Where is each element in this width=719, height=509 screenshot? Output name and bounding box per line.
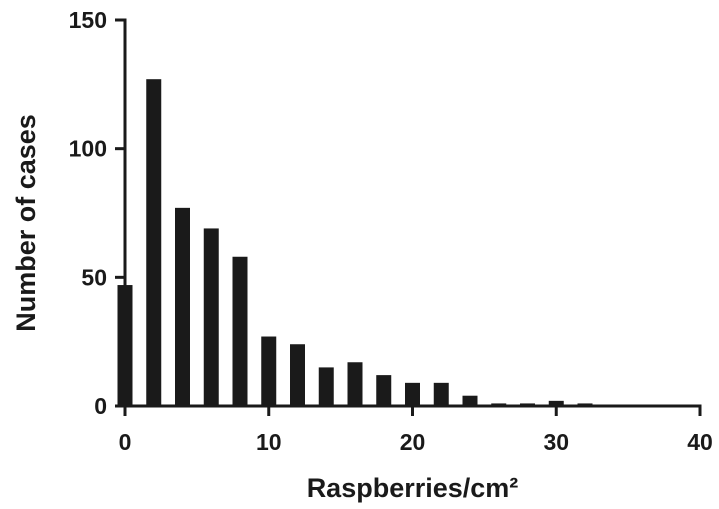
x-tick-label: 20 bbox=[400, 429, 426, 455]
bar bbox=[376, 375, 392, 406]
bars-group bbox=[117, 79, 593, 406]
ticks-group: 0 10 20 30 40 0 50 100 150 bbox=[69, 7, 713, 455]
x-tick-label: 0 bbox=[119, 429, 132, 455]
bar bbox=[462, 395, 478, 406]
bar bbox=[203, 228, 219, 406]
x-tick-label: 10 bbox=[256, 429, 282, 455]
y-tick-label: 150 bbox=[69, 7, 107, 33]
bar bbox=[347, 362, 363, 406]
bar bbox=[548, 400, 564, 406]
bar bbox=[261, 336, 277, 406]
bar bbox=[290, 344, 305, 406]
y-tick-label: 0 bbox=[94, 393, 107, 419]
bar bbox=[146, 79, 162, 406]
x-tick-label: 40 bbox=[687, 429, 713, 455]
bar bbox=[433, 382, 449, 406]
bar bbox=[405, 382, 420, 406]
y-tick-label: 100 bbox=[69, 136, 107, 162]
y-axis-title: Number of cases bbox=[11, 114, 41, 332]
bar bbox=[232, 256, 248, 406]
y-tick-label: 50 bbox=[81, 264, 107, 290]
bar bbox=[175, 207, 190, 406]
x-axis-title: Raspberries/cm² bbox=[307, 473, 519, 503]
bar bbox=[318, 367, 334, 406]
x-tick-label: 30 bbox=[543, 429, 569, 455]
